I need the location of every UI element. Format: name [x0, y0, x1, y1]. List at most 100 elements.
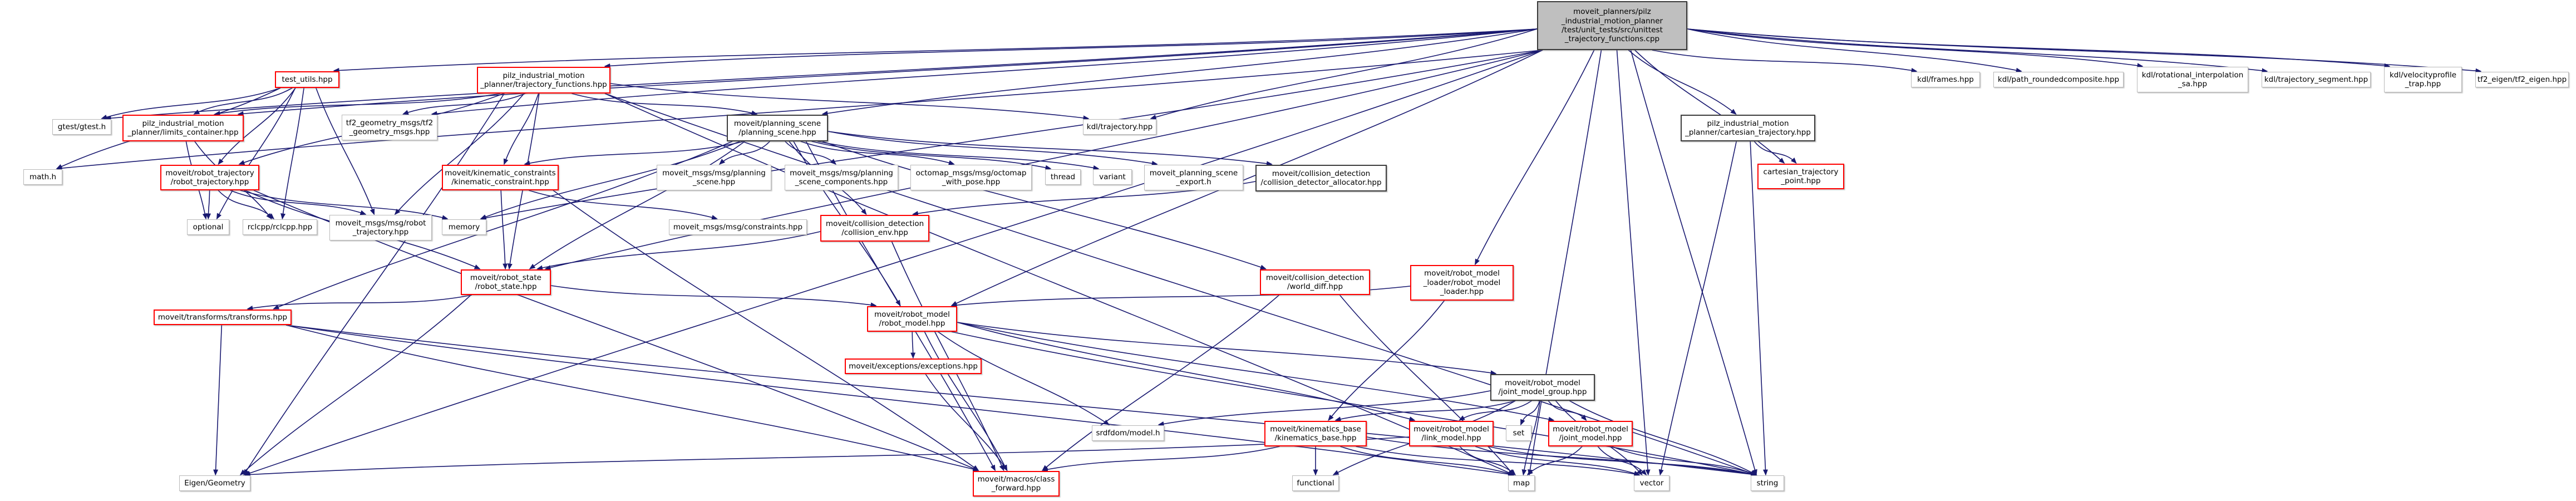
node-rclcpp[interactable]: rclcpp/rclcpp.hpp	[243, 219, 317, 235]
node-thread[interactable]: thread	[1045, 169, 1081, 185]
node-functional[interactable]: functional	[1292, 475, 1339, 491]
node-cart_traj-label: _planner/cartesian_trajectory.hpp	[1685, 128, 1811, 137]
node-world_diff[interactable]: moveit/collision_detection/world_diff.hp…	[1260, 269, 1370, 295]
node-kdl_frames[interactable]: kdl/frames.hpp	[1911, 72, 1980, 87]
node-variant[interactable]: variant	[1093, 169, 1132, 185]
node-vector[interactable]: vector	[1634, 475, 1669, 491]
node-kdl_frames-label: kdl/frames.hpp	[1917, 75, 1974, 84]
edge-root-to-memory	[480, 50, 1543, 220]
node-string[interactable]: string	[1751, 475, 1784, 491]
node-optional[interactable]: optional	[187, 219, 229, 235]
node-root-label: /test/unit_tests/src/unittest	[1562, 26, 1663, 35]
node-kdl_rot[interactable]: kdl/rotational_interpolation _sa.hpp	[2137, 67, 2248, 92]
node-kdl_vel[interactable]: kdl/velocityprofile _trap.hpp	[2384, 67, 2462, 92]
node-cart_traj[interactable]: pilz_industrial_motion _planner/cartesian…	[1681, 115, 1815, 141]
node-cda[interactable]: moveit/collision_detection/collision_det…	[1255, 165, 1387, 191]
node-kdl_path[interactable]: kdl/path_roundedcomposite.hpp	[1993, 72, 2124, 87]
node-kdl_rot-label: _sa.hpp	[2178, 80, 2208, 89]
node-math_h[interactable]: math.h	[23, 169, 62, 185]
node-kin_constraint-label: moveit/kinematic_constraints	[445, 168, 556, 178]
edge-planning_scene-to-world_diff	[822, 141, 1267, 270]
node-planning_scene[interactable]: moveit/planning_scene/planning_scene.hpp	[727, 115, 828, 141]
node-kdl_trajseg[interactable]: kdl/trajectory_segment.hpp	[2262, 72, 2371, 87]
edge-kin_base-to-map	[1340, 446, 1515, 476]
edge-planning_scene-to-memory	[480, 141, 740, 219]
edge-world_diff-to-class_fwd	[1042, 294, 1280, 471]
node-robot_model-label: moveit/robot_model	[874, 310, 950, 319]
node-kin_constraint[interactable]: moveit/kinematic_constraints/kinematic_c…	[442, 165, 559, 190]
node-kin_base[interactable]: moveit/kinematics_base/kinematics_base.h…	[1264, 421, 1367, 446]
node-msgs_psc[interactable]: moveit_msgs/msg/planning _scene_component…	[785, 165, 898, 190]
node-jmg-label: moveit/robot_model	[1505, 378, 1580, 387]
node-robot_state[interactable]: moveit/robot_state/robot_state.hpp	[461, 269, 551, 295]
edge-link_model-to-vector	[1475, 446, 1641, 476]
node-set[interactable]: set	[1506, 425, 1531, 441]
node-kin_base-label: /kinematics_base.hpp	[1274, 434, 1357, 443]
node-map-label: map	[1513, 478, 1530, 488]
edge-joint_model-to-string	[1611, 446, 1757, 476]
node-robot_model[interactable]: moveit/robot_model/robot_model.hpp	[867, 306, 957, 332]
node-kdl_path-label: kdl/path_roundedcomposite.hpp	[1997, 75, 2120, 84]
node-eigen[interactable]: Eigen/Geometry	[179, 475, 250, 491]
node-limits-label: _planner/limits_container.hpp	[127, 128, 239, 137]
node-test_utils[interactable]: test_utils.hpp	[275, 71, 339, 88]
edge-planning_scene-to-robot_state	[529, 141, 745, 269]
node-srdf[interactable]: srdfdom/model.h	[1092, 425, 1164, 441]
edge-robot_model-to-srdf	[938, 331, 1110, 425]
edge-transforms-to-string	[285, 325, 1757, 477]
node-jmg[interactable]: moveit/robot_model/joint_model_group.hpp	[1490, 374, 1595, 401]
edge-traj_fns-to-limits	[214, 93, 501, 116]
node-msgs_psc-label: _scene_components.hpp	[795, 178, 888, 186]
node-joint_model-label: moveit/robot_model	[1553, 424, 1628, 434]
edge-robot_model-to-jmg	[957, 322, 1497, 376]
edge-root-to-kdl_trajseg	[1687, 28, 2268, 73]
node-msgs_rt[interactable]: moveit_msgs/msg/robot _trajectory.hpp	[329, 215, 432, 240]
node-msgs_constraints[interactable]: moveit_msgs/msg/constraints.hpp	[669, 219, 807, 235]
node-kdl_traj[interactable]: kdl/trajectory.hpp	[1083, 119, 1156, 135]
edge-planning_scene-to-cda	[828, 131, 1273, 166]
node-transforms[interactable]: moveit/transforms/transforms.hpp	[154, 310, 292, 325]
edge-test_utils-to-gtest	[101, 87, 281, 120]
node-gtest[interactable]: gtest/gtest.h	[52, 119, 111, 135]
edge-root-to-kdl_rot	[1687, 28, 2144, 68]
node-class_fwd[interactable]: moveit/macros/class _forward.hpp	[973, 471, 1060, 497]
edge-test_utils-to-robot_traj	[218, 87, 296, 165]
node-cart_traj-label: pilz_industrial_motion	[1707, 119, 1789, 128]
edge-world_diff-to-map	[1339, 294, 1514, 476]
edge-transforms-to-map	[285, 325, 1515, 477]
edge-jmg-to-kin_base	[1334, 400, 1516, 422]
node-map[interactable]: map	[1508, 475, 1535, 491]
node-cart_traj_pt[interactable]: cartesian_trajectory _point.hpp	[1757, 164, 1844, 189]
node-variant-label: variant	[1099, 172, 1126, 181]
node-planning_scene-label: moveit/planning_scene	[733, 119, 821, 128]
node-msgs_ps[interactable]: moveit_msgs/msg/planning _scene.hpp	[657, 165, 771, 190]
node-octomap[interactable]: octomap_msgs/msg/octomap _with_pose.hpp	[910, 165, 1032, 190]
node-link_model[interactable]: moveit/robot_model/link_model.hpp	[1409, 421, 1494, 446]
node-memory[interactable]: memory	[442, 219, 486, 235]
node-exceptions[interactable]: moveit/exceptions/exceptions.hpp	[845, 358, 982, 374]
node-rml-label: _loader.hpp	[1440, 287, 1484, 297]
edge-kin_constraint-to-robot_state	[500, 190, 508, 270]
node-tf2_eigen[interactable]: tf2_eigen/tf2_eigen.hpp	[2475, 72, 2569, 87]
node-joint_model[interactable]: moveit/robot_model/joint_model.hpp	[1548, 421, 1633, 446]
edge-traj_fns-to-map	[604, 93, 1515, 475]
node-tf2_geom[interactable]: tf2_geometry_msgs/tf2 _geometry_msgs.hpp	[342, 115, 437, 140]
node-traj_fns[interactable]: pilz_industrial_motion _planner/trajector…	[477, 67, 610, 94]
node-root[interactable]: moveit_planners/pilz _industrial_motion_p…	[1537, 1, 1687, 50]
node-rml[interactable]: moveit/robot_model _loader/robot_model _lo…	[1410, 265, 1514, 301]
edge-root-to-traj_fns	[604, 28, 1538, 68]
node-robot_traj[interactable]: moveit/robot_trajectory/robot_trajectory…	[160, 165, 259, 190]
edge-robot_state-to-transforms	[247, 294, 472, 311]
edge-planning_scene-to-variant	[817, 141, 1100, 170]
node-robot_state-label: /robot_state.hpp	[475, 282, 537, 291]
node-limits[interactable]: pilz_industrial_motion _planner/limits_co…	[122, 115, 244, 141]
edge-traj_fns-to-planning_scene	[572, 93, 758, 116]
node-coll_env[interactable]: moveit/collision_detection/collision_env…	[820, 215, 929, 242]
node-ps_export[interactable]: moveit_planning_scene _export.h	[1144, 165, 1243, 190]
edge-link_model-to-eigen	[244, 436, 1410, 477]
node-robot_traj-label: moveit/robot_trajectory	[165, 168, 254, 178]
edge-root-to-gtest	[105, 28, 1538, 121]
node-class_fwd-label: _forward.hpp	[991, 484, 1041, 493]
edge-root-to-map	[1528, 50, 1602, 476]
